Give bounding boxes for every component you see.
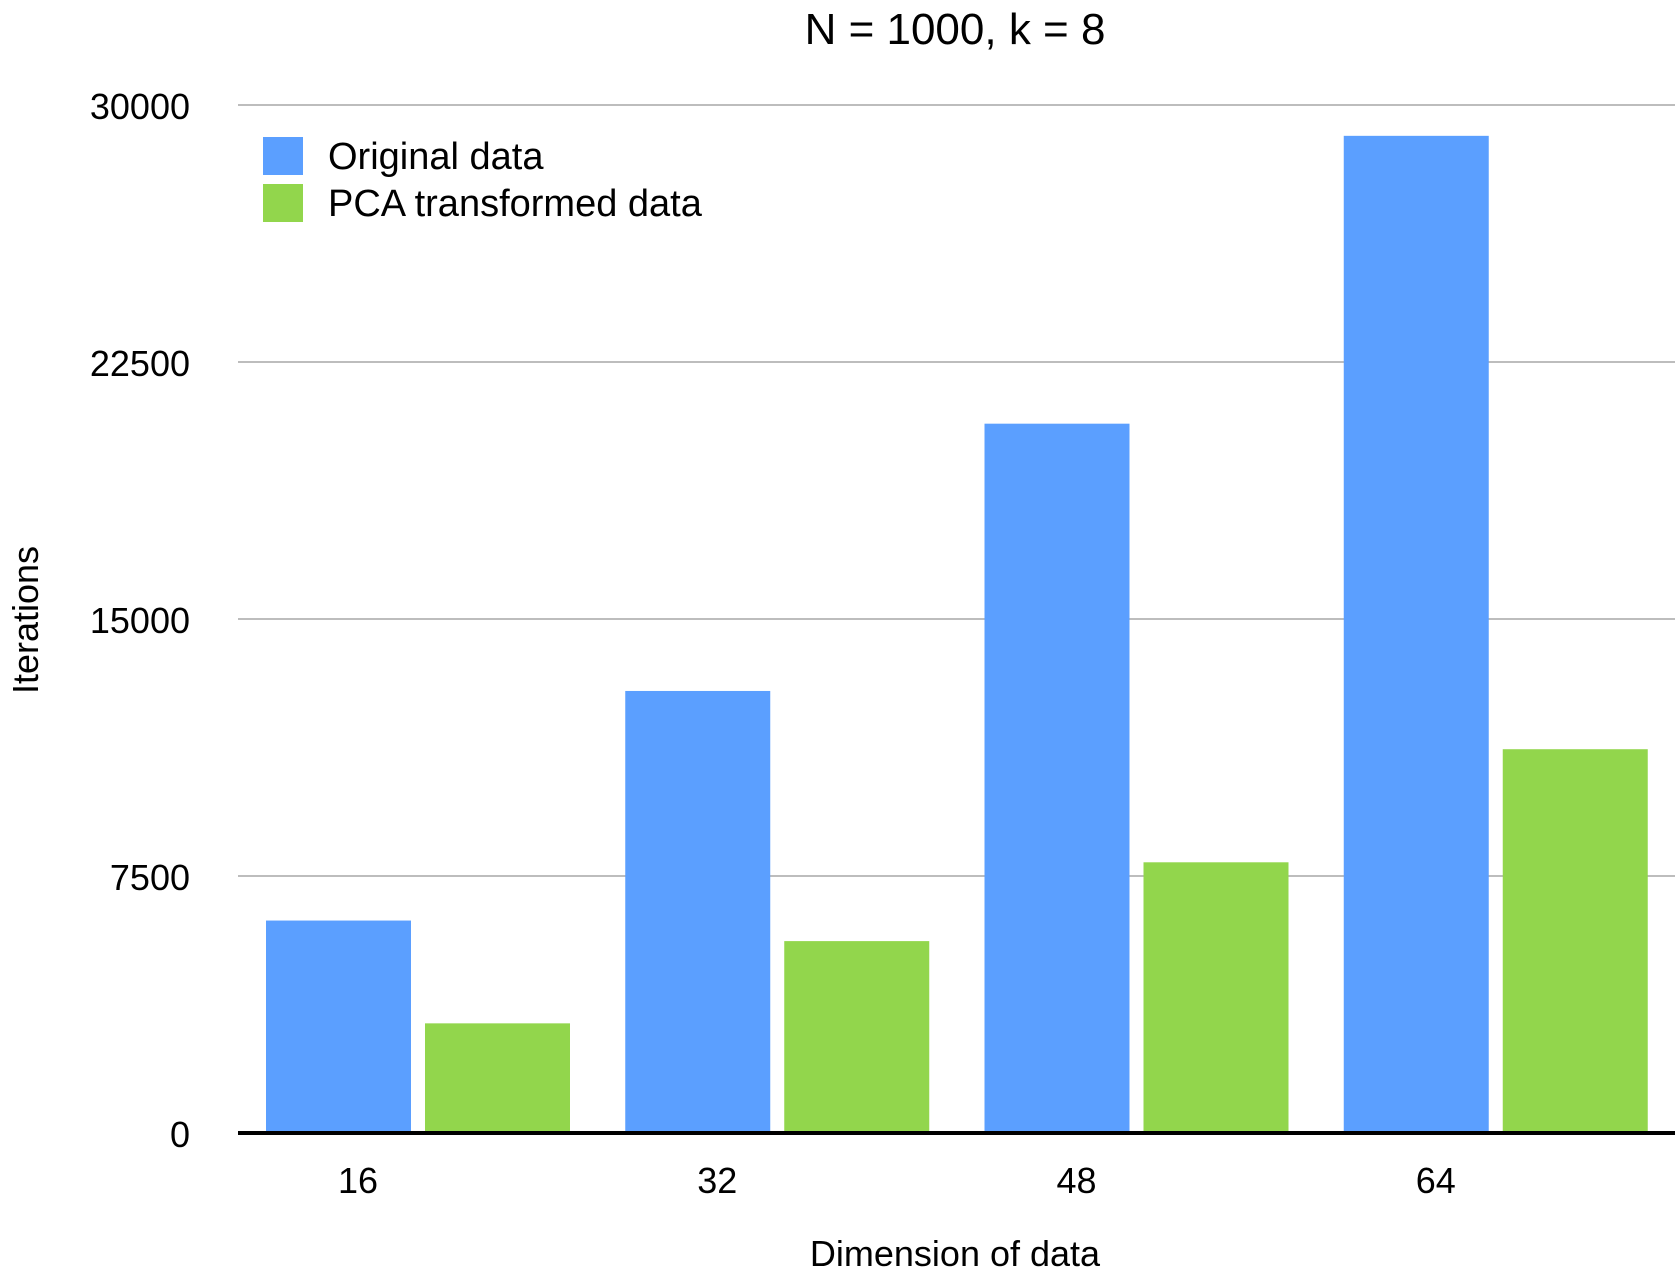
y-axis-label: Iterations bbox=[5, 546, 46, 694]
x-axis-label: Dimension of data bbox=[810, 1233, 1101, 1274]
legend-swatch-0 bbox=[263, 137, 303, 175]
legend-label-1: PCA transformed data bbox=[328, 183, 703, 225]
legend-swatch-1 bbox=[263, 184, 303, 222]
bar-16-series-1 bbox=[425, 1023, 570, 1133]
bar-48-series-1 bbox=[1143, 862, 1289, 1133]
x-tick-label: 16 bbox=[338, 1160, 378, 1201]
x-tick-label: 64 bbox=[1416, 1160, 1456, 1201]
bar-32-series-0 bbox=[625, 690, 771, 1133]
legend: Original data PCA transformed data bbox=[263, 136, 703, 225]
y-tick-label: 0 bbox=[170, 1114, 190, 1155]
y-tick-label: 30000 bbox=[90, 86, 190, 127]
y-tick-label: 15000 bbox=[90, 600, 190, 641]
legend-label-0: Original data bbox=[328, 136, 544, 178]
y-tick-label: 22500 bbox=[90, 343, 190, 384]
bar-32-series-1 bbox=[784, 941, 930, 1133]
chart-title: N = 1000, k = 8 bbox=[805, 5, 1106, 54]
bar-64-series-1 bbox=[1502, 749, 1648, 1133]
bars-group: 16 32 48 64 bbox=[266, 135, 1648, 1201]
bar-64-series-0 bbox=[1343, 135, 1489, 1134]
bar-16-series-0 bbox=[266, 920, 411, 1133]
x-tick-label: 32 bbox=[697, 1160, 737, 1201]
y-tick-label: 7500 bbox=[110, 857, 190, 898]
bar-48-series-0 bbox=[984, 423, 1130, 1133]
grid-lines: 0 7500 15000 22500 30000 bbox=[90, 86, 1675, 1155]
x-tick-label: 48 bbox=[1056, 1160, 1096, 1201]
